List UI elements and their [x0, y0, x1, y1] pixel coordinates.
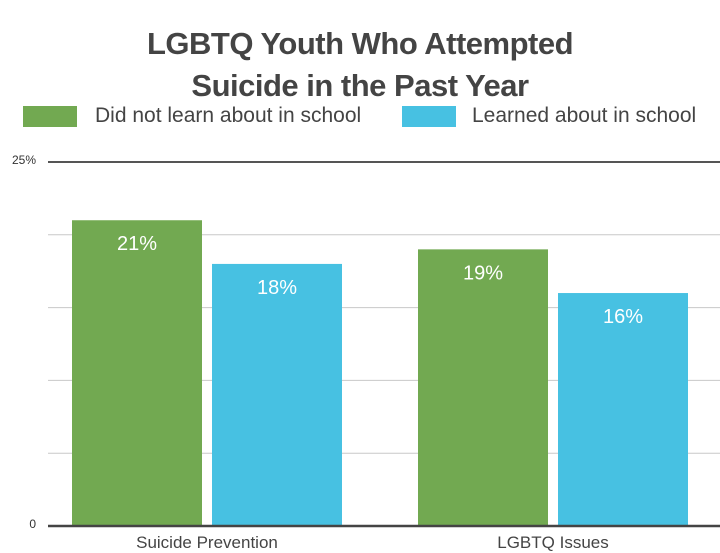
data-label: 19%	[463, 262, 503, 284]
chart-title-line-2: Suicide in the Past Year	[191, 68, 529, 103]
bar	[72, 220, 202, 527]
data-label: 18%	[257, 277, 297, 299]
legend-swatch-learned	[402, 106, 456, 127]
legend-swatch-did-not-learn	[23, 106, 77, 127]
x-tick-label: Suicide Prevention	[136, 533, 278, 552]
chart-title-line-1: LGBTQ Youth Who Attempted	[146, 26, 574, 61]
legend-label-did-not-learn: Did not learn about in school	[95, 104, 362, 127]
bar	[558, 293, 688, 526]
x-tick-label: LGBTQ Issues	[497, 533, 608, 552]
data-label: 21%	[117, 233, 157, 255]
bar	[418, 249, 548, 527]
y-tick-label: 25%	[12, 153, 36, 167]
legend-label-learned: Learned about in school	[472, 104, 697, 127]
data-label: 16%	[603, 306, 643, 328]
y-tick-label: 0	[29, 517, 36, 531]
bar	[212, 263, 342, 526]
